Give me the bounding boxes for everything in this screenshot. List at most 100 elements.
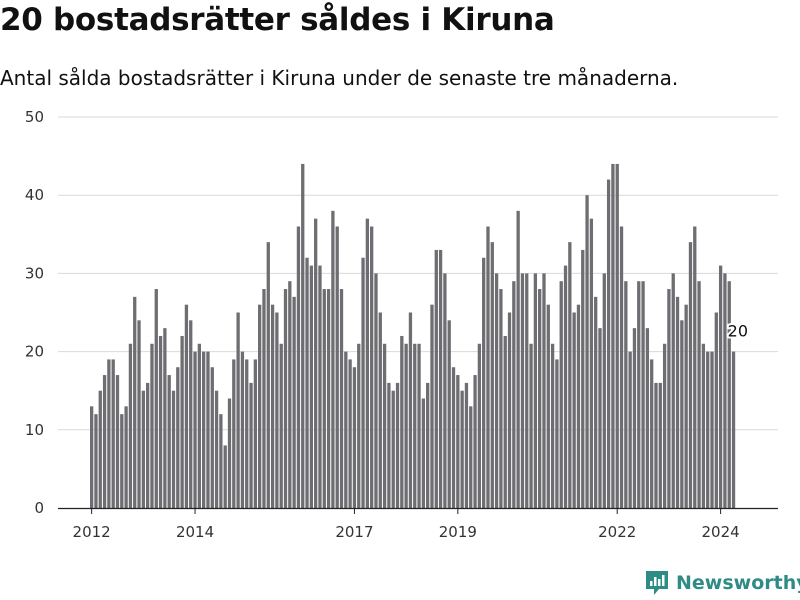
bar: [503, 335, 507, 508]
bar: [258, 304, 262, 508]
bar: [227, 398, 232, 508]
bar: [314, 218, 318, 508]
bar: [102, 375, 107, 508]
bar: [598, 328, 602, 508]
bar: [632, 328, 637, 508]
bar: [150, 343, 154, 508]
bar: [107, 359, 111, 508]
bar: [684, 304, 688, 508]
bar: [637, 281, 641, 508]
bar: [361, 257, 365, 508]
bar: [395, 382, 400, 508]
bar: [701, 343, 706, 508]
bar: [697, 281, 701, 508]
bar: [490, 242, 494, 508]
bar: [240, 351, 245, 508]
bar: [546, 304, 550, 508]
bar: [236, 312, 240, 508]
bar: [589, 218, 594, 508]
bar: [658, 382, 662, 508]
bar: [232, 359, 236, 508]
bar: [434, 249, 438, 508]
x-axis: 2012 2014 2017 2019 2022 2024: [58, 507, 778, 541]
bar: [693, 226, 697, 509]
bar: [283, 289, 288, 508]
bar: [723, 273, 727, 508]
x-tick-label: 2024: [702, 523, 740, 541]
bar: [167, 375, 171, 508]
newsworthy-logo: Newsworthy: [644, 569, 800, 596]
bar: [473, 375, 477, 508]
bar: [533, 273, 538, 508]
bar: [727, 281, 731, 508]
bar: [279, 343, 283, 508]
bar: [538, 289, 542, 508]
bar: [115, 375, 120, 508]
bar: [275, 312, 279, 508]
highlight-value-label: 20: [728, 322, 748, 341]
bar: [223, 445, 227, 508]
y-tick-label: 40: [25, 186, 44, 204]
bar: [555, 359, 559, 508]
bar: [494, 273, 499, 508]
bar: [318, 265, 322, 508]
bar: [512, 281, 516, 508]
bar: [443, 273, 447, 508]
y-tick-label: 50: [25, 108, 44, 126]
bar: [382, 343, 387, 508]
bar: [477, 343, 482, 508]
bar: [585, 195, 589, 508]
bars: [90, 163, 736, 509]
bar: [529, 343, 533, 508]
bar: [400, 335, 404, 508]
bar: [606, 179, 611, 508]
bar: [563, 265, 568, 508]
brand-name: Newsworthy: [676, 571, 800, 594]
y-axis: 0 10 20 30 40 50: [25, 108, 44, 517]
bar: [124, 406, 128, 508]
bar: [451, 367, 456, 508]
bar: [624, 281, 628, 508]
bar: [154, 289, 158, 508]
bar: [120, 414, 124, 508]
bar: [507, 312, 512, 508]
bar: [270, 304, 275, 508]
bar: [619, 226, 624, 509]
bar: [550, 343, 555, 508]
bar: [189, 320, 193, 508]
bar: [245, 359, 249, 508]
bar: [675, 296, 680, 508]
bar: [370, 226, 374, 509]
chart-title: 20 bostadsrätter såldes i Kiruna: [0, 2, 555, 38]
bar: [594, 296, 598, 508]
bar: [202, 351, 206, 508]
bar: [171, 390, 176, 508]
bar: [421, 398, 426, 508]
bar: [301, 163, 305, 509]
bar: [322, 289, 326, 508]
bar: [339, 289, 344, 508]
bar: [499, 289, 503, 508]
newsworthy-logo-icon: [646, 571, 668, 595]
bar: [158, 335, 163, 508]
bar: [667, 289, 671, 508]
bar: [137, 320, 141, 508]
bar: [464, 382, 469, 508]
y-tick-label: 30: [25, 264, 44, 282]
bar: [430, 304, 434, 508]
bar: [374, 273, 378, 508]
bar: [357, 343, 361, 508]
bar: [365, 218, 370, 508]
bar: [572, 312, 576, 508]
bar: [568, 242, 572, 508]
bar: [331, 210, 335, 508]
bar: [141, 390, 145, 508]
bar: [650, 359, 654, 508]
y-tick-label: 0: [34, 499, 44, 517]
bar: [296, 226, 301, 509]
bar: [249, 382, 253, 508]
bar: [193, 351, 197, 508]
bar: [456, 375, 460, 508]
bar: [326, 289, 331, 508]
bar: [486, 226, 490, 509]
